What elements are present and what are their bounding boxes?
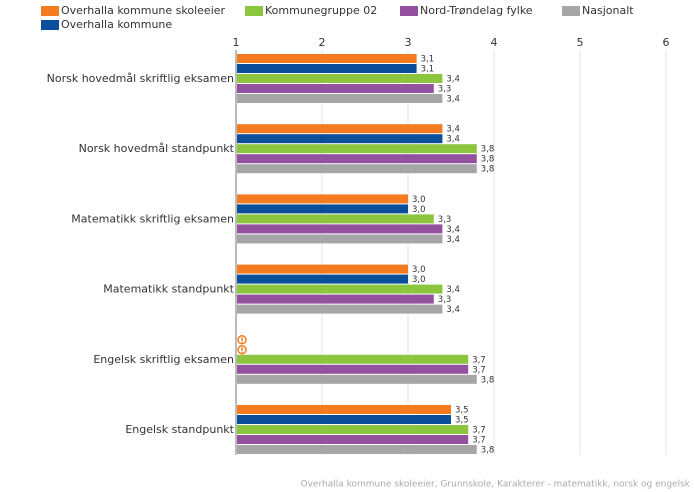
category-label: Engelsk skriftlig eksamen	[93, 353, 234, 366]
bar	[237, 405, 451, 414]
value-label: 3,8	[481, 165, 495, 175]
bar	[237, 74, 443, 83]
x-tick-label: 5	[577, 36, 584, 49]
bar	[237, 124, 443, 134]
value-label: 3,3	[438, 295, 452, 305]
category-label: Matematikk standpunkt	[103, 283, 234, 296]
value-label: 3,4	[446, 135, 460, 145]
value-label: 3,8	[481, 375, 495, 385]
value-label: 3,7	[472, 426, 486, 436]
x-tick-label: 6	[663, 36, 670, 49]
value-label: 3,4	[446, 95, 460, 105]
bar	[237, 204, 408, 214]
bar	[237, 274, 408, 284]
legend-swatch	[41, 20, 59, 30]
bar	[237, 164, 477, 174]
bar	[237, 425, 469, 434]
missing-data-icon	[237, 345, 247, 355]
category-label: Norsk hovedmål standpunkt	[79, 142, 235, 155]
value-label: 3,4	[446, 75, 460, 85]
bar	[237, 194, 408, 204]
value-label: 3,8	[481, 145, 495, 155]
legend-swatch	[562, 6, 580, 16]
bar	[237, 224, 443, 234]
legend-swatch	[41, 6, 59, 16]
bar	[237, 54, 417, 63]
value-label: 3,3	[438, 85, 452, 95]
legend-label: Overhalla kommune skoleeier	[61, 4, 226, 17]
value-label: 3,5	[455, 406, 469, 416]
bar	[237, 154, 477, 164]
category-label: Engelsk standpunkt	[125, 423, 234, 436]
bar	[237, 84, 434, 93]
value-label: 3,4	[446, 235, 460, 245]
value-label: 3,3	[438, 215, 452, 225]
value-label: 3,4	[446, 305, 460, 315]
value-label: 3,7	[472, 365, 486, 375]
value-label: 3,7	[472, 355, 486, 365]
bar	[237, 445, 477, 454]
footnote: Overhalla kommune skoleeier, Grunnskole,…	[301, 480, 691, 490]
value-label: 3,4	[446, 225, 460, 235]
bar	[237, 304, 443, 314]
value-label: 3,0	[412, 205, 426, 215]
x-tick-label: 1	[233, 36, 240, 49]
value-label: 3,8	[481, 155, 495, 165]
legend-swatch	[400, 6, 418, 16]
icon-dot	[241, 351, 243, 354]
category-label: Norsk hovedmål skriftlig eksamen	[47, 72, 234, 85]
value-label: 3,0	[412, 195, 426, 205]
value-label: 3,4	[446, 125, 460, 135]
value-label: 3,5	[455, 416, 469, 426]
value-label: 3,0	[412, 275, 426, 285]
bar	[237, 264, 408, 274]
bar	[237, 134, 443, 144]
bar	[237, 374, 477, 384]
legend-swatch	[245, 6, 263, 16]
bar	[237, 364, 469, 374]
bar	[237, 64, 417, 73]
x-tick-label: 2	[319, 36, 326, 49]
missing-data-icon	[237, 335, 247, 345]
bar	[237, 144, 477, 154]
bar	[237, 214, 434, 224]
bar	[237, 284, 443, 294]
legend-label: Kommunegruppe 02	[265, 4, 377, 17]
bar	[237, 234, 443, 244]
value-label: 3,1	[421, 55, 435, 65]
value-label: 3,7	[472, 436, 486, 446]
bar	[237, 354, 469, 364]
value-label: 3,4	[446, 285, 460, 295]
legend-label: Overhalla kommune	[61, 18, 172, 31]
icon-dot	[241, 341, 243, 344]
bar	[237, 435, 469, 444]
value-label: 3,1	[421, 65, 435, 75]
legend-label: Nord-Trøndelag fylke	[420, 4, 533, 17]
bar	[237, 94, 443, 103]
x-tick-label: 3	[405, 36, 412, 49]
legend-label: Nasjonalt	[582, 4, 634, 17]
x-tick-label: 4	[491, 36, 498, 49]
category-label: Matematikk skriftlig eksamen	[71, 212, 234, 225]
bar	[237, 415, 451, 424]
value-label: 3,0	[412, 265, 426, 275]
bar	[237, 294, 434, 304]
value-label: 3,8	[481, 446, 495, 456]
